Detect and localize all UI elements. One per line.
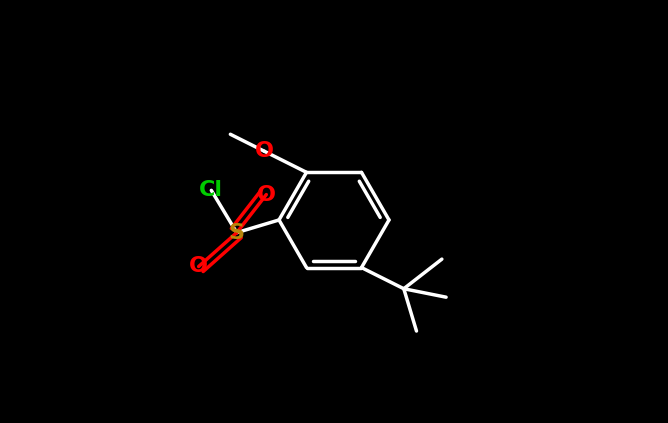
Text: O: O bbox=[189, 256, 208, 277]
Text: O: O bbox=[257, 184, 276, 205]
Text: Cl: Cl bbox=[199, 180, 223, 201]
Text: S: S bbox=[228, 222, 244, 243]
Text: O: O bbox=[255, 141, 274, 161]
